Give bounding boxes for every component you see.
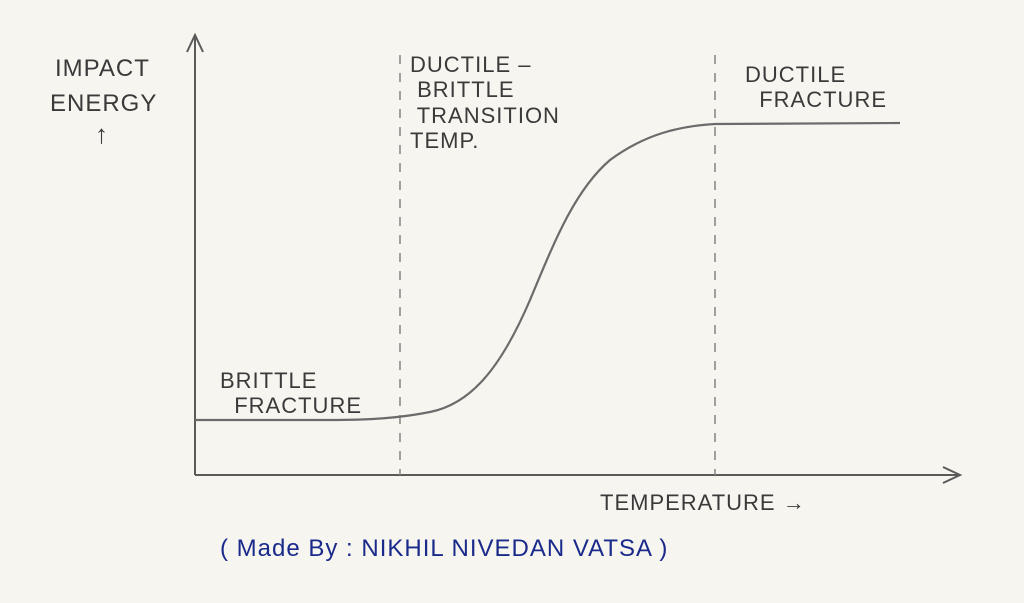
credit-line: ( Made By : NIKHIL NIVEDAN VATSA ) bbox=[220, 535, 668, 563]
x-axis-label: TEMPERATURE → bbox=[600, 490, 806, 515]
transition-label: DUCTILE – BRITTLE TRANSITION TEMP. bbox=[410, 52, 560, 153]
y-axis-label-arrow-icon: ↑ bbox=[95, 120, 109, 150]
y-axis-label-line2: ENERGY bbox=[50, 90, 157, 118]
chart-canvas: IMPACT ENERGY ↑ BRITTLE FRACTURE DUCTILE… bbox=[0, 0, 1024, 603]
y-axis-label-line1: IMPACT bbox=[55, 55, 150, 83]
ductile-fracture-label: DUCTILE FRACTURE bbox=[745, 62, 887, 113]
brittle-fracture-label: BRITTLE FRACTURE bbox=[220, 368, 362, 419]
